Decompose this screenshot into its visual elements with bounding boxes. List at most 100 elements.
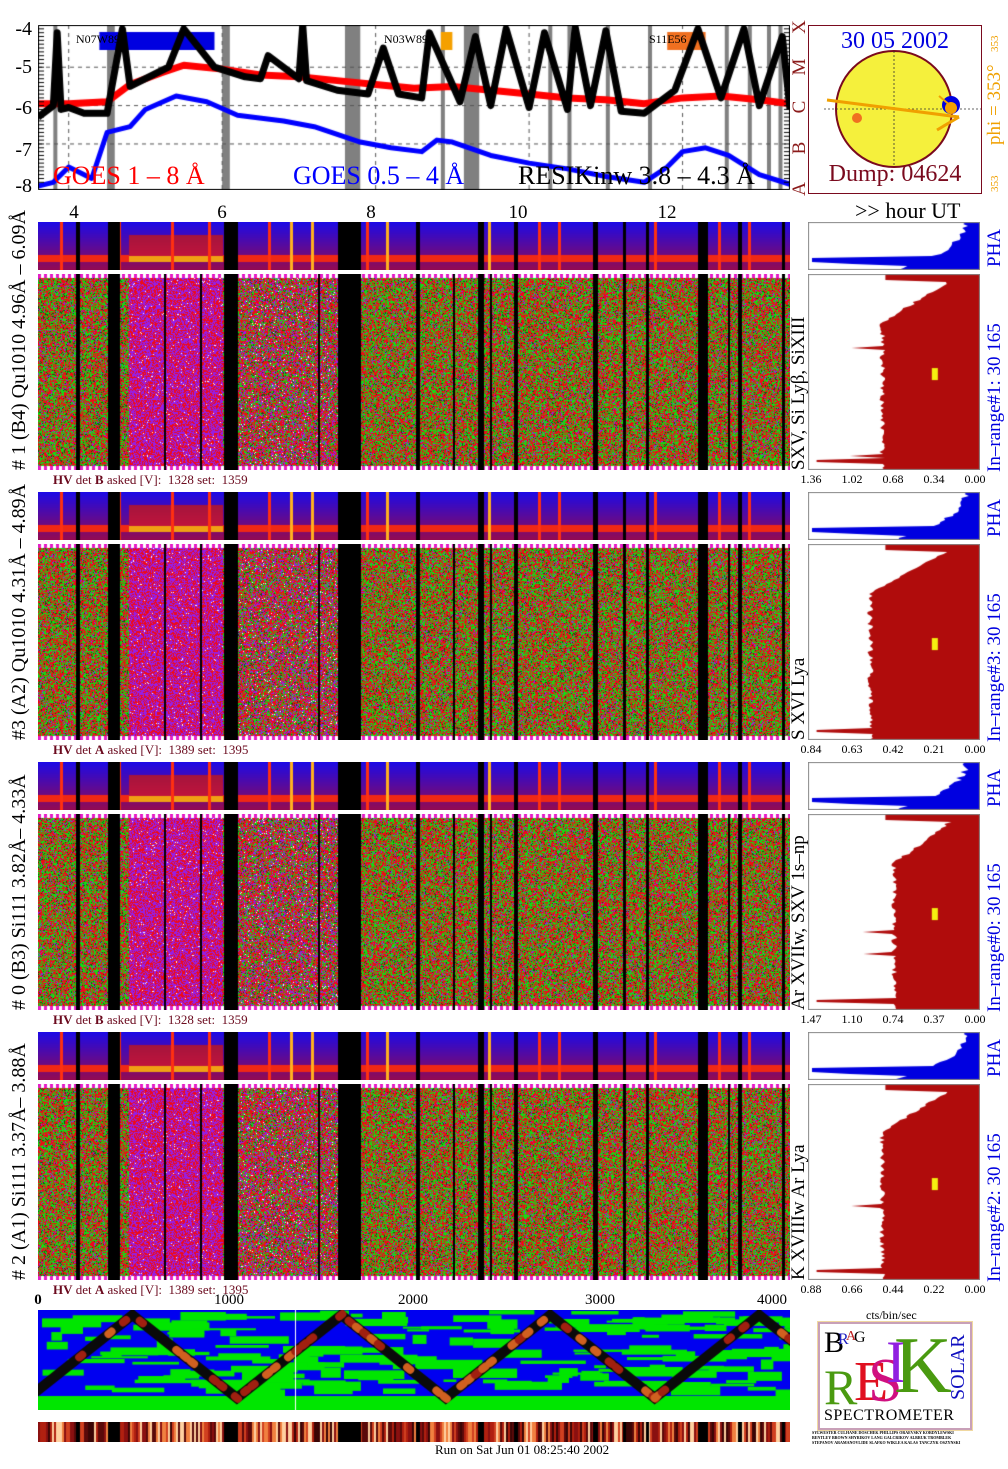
resik-logo: B R A G R E S I K SOLAR SPECTROMETER — [818, 1322, 972, 1430]
in-range-label: In–range#2: 30 165 — [984, 1133, 1005, 1282]
hv-detector: B — [94, 1012, 104, 1027]
hist-tick-label: 0.74 — [882, 1012, 904, 1026]
hist-tick-label: 0.88 — [800, 1282, 822, 1296]
logo-credits: SYLWESTER CULHANE DOSCHEK PHILLIPS ORAEV… — [812, 1430, 1002, 1445]
logo-bragg: G — [854, 1329, 866, 1346]
hv-asked: 1389 — [168, 1282, 195, 1297]
hv-prefix: HV — [53, 1012, 73, 1027]
hv-set: 1359 — [221, 472, 248, 487]
spectrogram-label: # 0 (B3) Si111 3.82Å– 4.33Å — [8, 774, 30, 1010]
sun-panel: 30 05 2002 Dump: 04624 — [808, 25, 982, 194]
orbit-x-tick: 1000 — [214, 1292, 244, 1308]
hist-tick-label: 0.84 — [800, 742, 822, 756]
hist-tick-label: 0.42 — [882, 742, 904, 756]
x-tick-label: 12 — [657, 202, 677, 223]
run-timestamp: Run on Sat Jun 01 08:25:40 2002 — [435, 1442, 610, 1457]
ar-label-2: N03W89 — [384, 32, 428, 46]
spectrum-histogram — [808, 544, 980, 740]
pha-spectrogram — [38, 762, 790, 810]
goes-panel: N07W89 N03W89 S11E56 GOES 1 – 8 Å GOES 0… — [38, 25, 790, 190]
spectrum-histogram — [808, 814, 980, 1010]
ar-label-1: N07W89 — [76, 32, 120, 46]
pha-spectrogram — [38, 222, 790, 270]
hist-tick-label: 0.44 — [882, 1282, 904, 1296]
pointing-arrowhead — [938, 95, 952, 107]
hv-asked: 1389 — [168, 742, 195, 757]
pha-histogram — [808, 222, 980, 270]
line-id-label: SXV, Si Lyβ, SiXIII — [788, 316, 809, 470]
spectrogram-panel — [38, 762, 790, 1010]
logo-bragg: A — [846, 1329, 857, 1344]
hv-set: 1395 — [222, 742, 249, 757]
hv-asked: 1328 — [167, 1012, 194, 1027]
hv-set: 1395 — [222, 1282, 249, 1297]
spectrum-histogram — [808, 274, 980, 470]
hist-tick-label: 0.37 — [923, 1012, 945, 1026]
hv-set: 1359 — [221, 1012, 248, 1027]
ar-label-3: S11E56 — [649, 32, 687, 46]
orbit-x-tick: 2000 — [398, 1292, 428, 1308]
hist-tick-label: 0.00 — [964, 742, 986, 756]
histogram-panel — [808, 762, 980, 1010]
dump-number: Dump: 04624 — [828, 161, 962, 187]
region-marker-west-orange — [945, 102, 957, 114]
hist-tick-label: 0.00 — [964, 472, 986, 486]
pointing-arrow — [826, 98, 960, 119]
phi-angle: phi = 353° — [984, 64, 1005, 145]
x-tick-label: 4 — [69, 202, 79, 223]
region-marker-east — [852, 113, 862, 123]
y-tick-label: -8 — [15, 175, 32, 197]
legend-resik: RESIKinw 3.8 – 4.3 Å — [518, 161, 755, 190]
in-range-label: In–range#0: 30 165 — [984, 863, 1005, 1012]
hv-detector: A — [94, 1282, 105, 1297]
spectrum-spectrogram — [38, 1084, 790, 1280]
hist-tick-label: 1.02 — [841, 472, 863, 486]
orbit-x-tick: 3000 — [585, 1292, 615, 1308]
in-range-label: In–range#1: 30 165 — [984, 323, 1005, 472]
sun-disk-plot — [824, 50, 981, 168]
orbit-x-tick: 4000 — [757, 1292, 787, 1308]
hist-tick-label: 0.66 — [841, 1282, 863, 1296]
pha-label: PHA — [984, 228, 1005, 267]
orbit-x-tick: 0 — [34, 1292, 42, 1308]
spectrogram-panel — [38, 1032, 790, 1280]
line-id-label: K XVIIIw Ar Lya — [788, 1144, 809, 1280]
x-tick-label: 6 — [217, 202, 227, 223]
legend-goes-short: GOES 0.5 – 4 Å — [293, 161, 465, 190]
cts-axis-label: cts/bin/sec — [866, 1308, 917, 1322]
histogram-panel — [808, 492, 980, 740]
in-range-label: In–range#3: 30 165 — [984, 593, 1005, 742]
pha-histogram — [808, 492, 980, 540]
pha-histogram — [808, 1032, 980, 1080]
legend-goes-long: GOES 1 – 8 Å — [53, 161, 205, 190]
x-tick-label: 8 — [366, 202, 376, 223]
line-id-label: Ar XVIIw, SXV 1s–np — [788, 835, 809, 1010]
pha-label: PHA — [984, 768, 1005, 807]
hist-tick-label: 1.10 — [841, 1012, 863, 1026]
spectrogram-panel — [38, 492, 790, 740]
hv-asked: 1328 — [167, 472, 194, 487]
pha-histogram — [808, 762, 980, 810]
histogram-panel — [808, 1032, 980, 1280]
y-tick-label: -4 — [15, 18, 32, 40]
orbit-track-plot — [38, 1310, 790, 1410]
hour-ut-label: >> hour UT — [855, 198, 961, 223]
logo-e: E — [854, 1351, 889, 1413]
hv-status: HV det B asked [V]: 1328 set: 1359 — [53, 472, 248, 487]
x-tick-label: 10 — [508, 202, 528, 223]
logo-k: K — [894, 1322, 952, 1410]
hist-tick-label: 0.21 — [923, 742, 945, 756]
hv-status: HV det B asked [V]: 1328 set: 1359 — [53, 1012, 248, 1027]
logo-spectrometer: SPECTROMETER — [824, 1407, 955, 1424]
hv-detector: A — [94, 742, 105, 757]
hist-tick-label: 1.47 — [800, 1012, 822, 1026]
hist-tick-label: 0.00 — [964, 1282, 986, 1296]
logo-i: I — [886, 1329, 906, 1395]
logo-s: S — [868, 1347, 903, 1415]
spectrogram-label: # 1 (B4) Qu1010 4.96Å – 6.09Å — [8, 210, 30, 470]
pha-label: PHA — [984, 1038, 1005, 1077]
hist-tick-label: 0.63 — [841, 742, 863, 756]
pointing-arrowhead — [936, 115, 960, 132]
hist-tick-label: 0.00 — [964, 1012, 986, 1026]
phi-angle-small: 353 — [989, 175, 1001, 193]
